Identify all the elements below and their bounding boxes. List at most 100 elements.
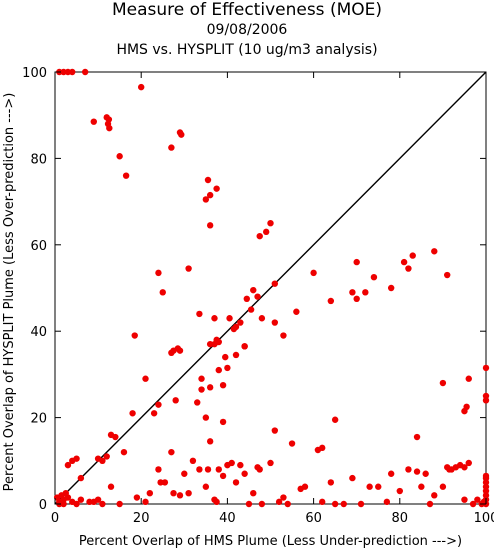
data-point: [319, 498, 326, 506]
data-point: [232, 479, 240, 486]
x-tick-label: 80: [392, 511, 409, 526]
data-point: [439, 483, 447, 490]
x-tick-label: 100: [474, 511, 494, 526]
data-point: [349, 474, 356, 482]
reference-line: [54, 71, 487, 505]
data-point: [422, 470, 429, 477]
data-point: [331, 500, 339, 508]
data-point: [146, 490, 154, 497]
chart-subtitle: HMS vs. HYSPLIT (10 ug/m3 analysis): [116, 42, 378, 58]
data-point: [241, 470, 248, 477]
data-point: [170, 490, 177, 497]
data-point: [256, 232, 263, 240]
data-point: [262, 228, 270, 236]
data-point: [228, 459, 235, 467]
data-points: [53, 68, 490, 508]
data-point: [461, 464, 468, 471]
data-point: [211, 315, 218, 322]
data-point: [256, 466, 263, 473]
data-point: [213, 498, 220, 506]
data-point: [90, 118, 97, 125]
data-point: [418, 483, 425, 490]
data-point: [60, 500, 67, 508]
data-point: [383, 498, 391, 506]
data-point: [206, 384, 214, 391]
y-axis-ticks: 0 20 40 60 80 100: [22, 66, 486, 513]
data-point: [426, 500, 434, 508]
data-point: [444, 271, 451, 279]
x-tick-label: 60: [305, 511, 322, 526]
data-point: [206, 438, 214, 445]
x-axis-ticks: 0 20 40 60 80 100: [51, 72, 494, 526]
data-point: [129, 410, 136, 417]
data-point: [271, 280, 279, 287]
y-axis-label: Percent Overlap of HYSPLIT Plume (Less O…: [2, 93, 17, 492]
x-tick-label: 20: [133, 511, 150, 526]
data-point: [138, 83, 145, 91]
data-point: [99, 500, 106, 508]
data-point: [133, 494, 141, 501]
data-point: [431, 492, 438, 499]
data-point: [142, 375, 149, 382]
data-point: [194, 399, 201, 406]
data-point: [168, 448, 175, 456]
data-point: [258, 315, 266, 322]
y-tick-label: 0: [39, 498, 47, 513]
data-point: [73, 455, 80, 462]
data-point: [463, 403, 470, 410]
data-point: [120, 448, 128, 456]
data-point: [53, 494, 61, 501]
data-point: [280, 332, 287, 339]
data-point: [465, 459, 472, 467]
data-point: [176, 492, 184, 499]
data-point: [366, 483, 373, 490]
data-point: [222, 353, 229, 361]
y-tick-label: 60: [30, 239, 47, 254]
data-point: [353, 295, 360, 302]
data-point: [357, 500, 365, 508]
data-point: [310, 269, 317, 277]
data-point: [482, 364, 490, 372]
y-tick-label: 100: [22, 66, 47, 81]
data-point: [64, 494, 72, 501]
data-point: [215, 366, 222, 374]
data-point: [353, 258, 360, 266]
data-point: [301, 483, 309, 490]
data-point: [387, 470, 395, 477]
data-point: [469, 500, 477, 508]
data-point: [232, 323, 240, 331]
data-point: [362, 289, 369, 296]
reference-line-group: [54, 71, 487, 505]
data-point: [474, 496, 481, 503]
data-point: [271, 427, 279, 434]
data-point: [64, 461, 72, 469]
data-point: [204, 466, 212, 473]
plot-border: [54, 71, 487, 505]
data-point: [181, 470, 188, 477]
data-point: [232, 351, 240, 359]
data-point: [106, 124, 113, 132]
data-point: [439, 379, 447, 387]
data-point: [112, 433, 119, 441]
data-point: [254, 293, 261, 300]
data-point: [349, 289, 356, 296]
data-point: [73, 500, 80, 508]
data-point: [168, 144, 175, 151]
data-point: [94, 496, 102, 503]
data-point: [172, 397, 179, 404]
chart-title: Measure of Effectiveness (MOE): [111, 0, 383, 20]
data-point: [178, 131, 185, 138]
data-point: [204, 176, 212, 184]
data-point: [271, 319, 279, 326]
data-point: [482, 472, 490, 480]
data-point: [288, 440, 296, 447]
data-point: [250, 490, 257, 497]
data-point: [465, 375, 472, 382]
data-point: [340, 500, 347, 508]
data-point: [81, 68, 89, 76]
data-point: [159, 289, 166, 296]
data-point: [267, 220, 274, 227]
data-point: [176, 347, 184, 354]
data-point: [69, 68, 76, 76]
y-tick-label: 20: [30, 412, 47, 427]
